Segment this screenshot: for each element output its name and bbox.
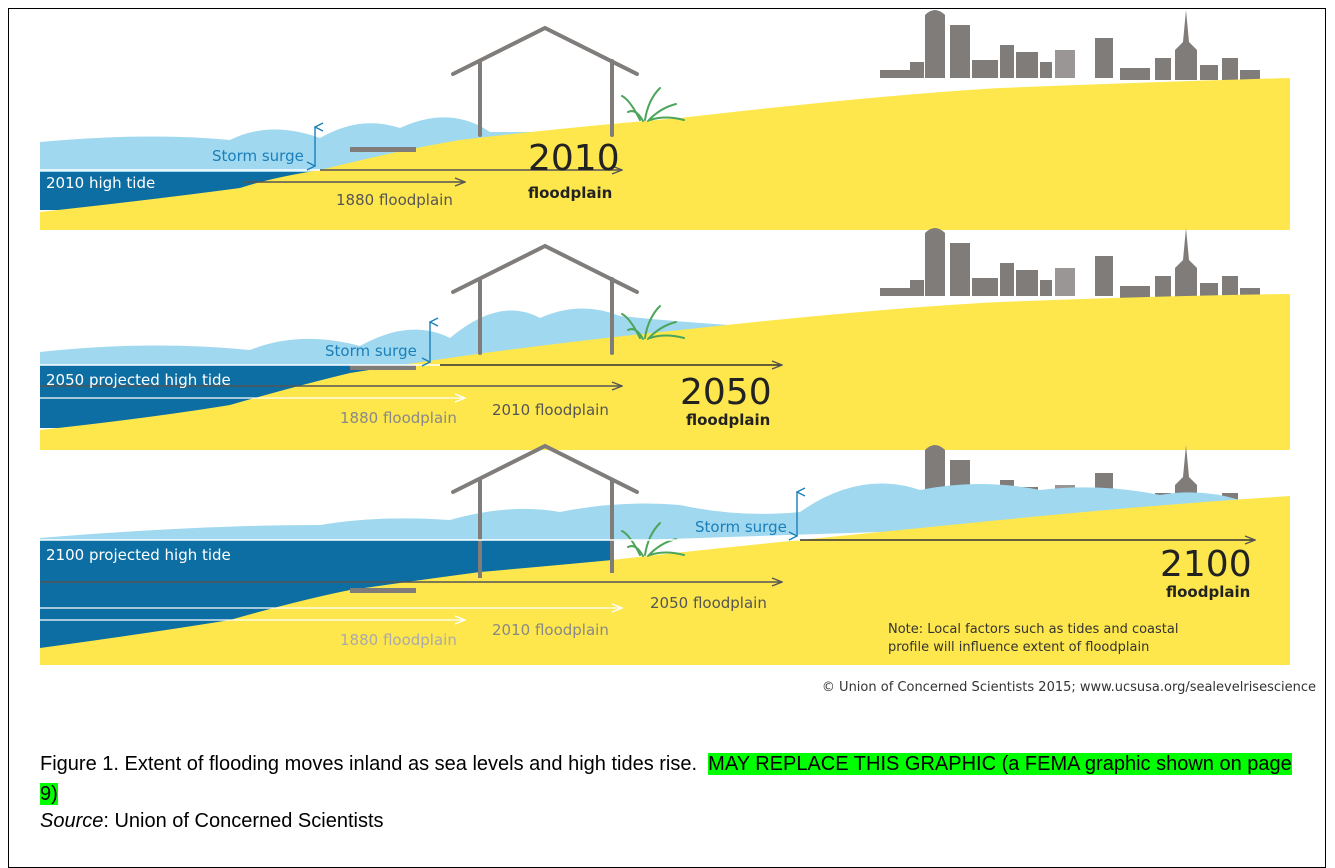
city-skyline [880,228,1260,298]
panel-2010: Storm surge 2010 high tide 1880 floodpla… [40,10,1290,230]
dock [350,147,416,152]
floodplain-1880-label: 1880 floodplain [340,409,457,427]
dock [350,365,416,370]
floodplain-diagram: Storm surge 2010 high tide 1880 floodpla… [40,10,1290,665]
floodplain-word: floodplain [528,184,612,202]
high-tide-label: 2050 projected high tide [46,371,231,389]
credit-line: © Union of Concerned Scientists 2015; ww… [821,680,1316,695]
floodplain-year: 2100 [1160,544,1252,585]
grass [621,87,685,122]
land [40,496,1290,665]
source-text: : Union of Concerned Scientists [103,810,384,832]
note-line-1: Note: Local factors such as tides and co… [888,622,1178,637]
panel-2100: Storm surge 2100 projected high tide 188… [40,443,1290,665]
floodplain-word: floodplain [686,411,770,429]
floodplain-1880-label: 1880 floodplain [336,191,453,209]
house-frame [451,443,639,578]
land [40,78,1290,230]
floodplain-year: 2010 [528,138,620,179]
figure-caption: Figure 1. Extent of flooding moves inlan… [40,749,1300,809]
house-frame [451,26,639,137]
floodplain-year: 2050 [680,372,772,413]
note-line-2: profile will influence extent of floodpl… [888,640,1149,655]
floodplain-2010-label: 2010 floodplain [492,401,609,419]
high-tide-label: 2010 high tide [46,174,155,192]
source-line: Source: Union of Concerned Scientists [40,810,384,833]
city-skyline [880,10,1260,80]
high-tide-label: 2100 projected high tide [46,546,231,564]
source-label: Source [40,810,104,832]
panel-2050: Storm surge 2050 projected high tide 188… [40,228,1290,450]
land [40,294,1290,450]
storm-surge-label: Storm surge [695,518,787,536]
caption-text: Figure 1. Extent of flooding moves inlan… [40,753,698,775]
floodplain-1880-label: 1880 floodplain [340,631,457,649]
floodplain-word: floodplain [1166,583,1250,601]
dock [350,588,416,593]
storm-surge-label: Storm surge [212,147,304,165]
storm-surge-label: Storm surge [325,342,417,360]
floodplain-2050-label: 2050 floodplain [650,594,767,612]
floodplain-2010-label: 2010 floodplain [492,621,609,639]
